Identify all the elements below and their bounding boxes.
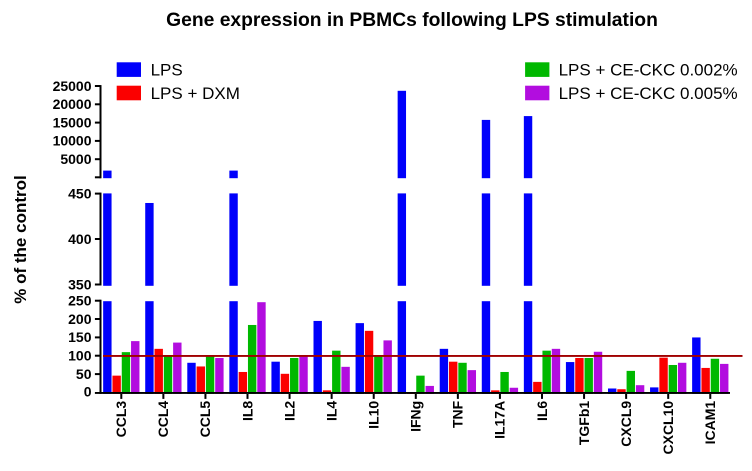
- svg-text:350: 350: [68, 276, 92, 292]
- svg-text:% of the control: % of the control: [11, 175, 30, 303]
- svg-text:25000: 25000: [53, 78, 92, 94]
- svg-text:TNF: TNF: [450, 400, 466, 428]
- svg-text:5000: 5000: [60, 151, 91, 167]
- svg-text:IFNg: IFNg: [408, 401, 424, 432]
- svg-text:CXCL10: CXCL10: [660, 401, 676, 455]
- svg-text:0: 0: [84, 384, 92, 400]
- svg-text:450: 450: [68, 185, 92, 201]
- svg-text:IL8: IL8: [239, 401, 255, 421]
- svg-text:LPS + CE-CKC 0.005%: LPS + CE-CKC 0.005%: [559, 84, 738, 103]
- svg-text:IL4: IL4: [323, 401, 339, 421]
- svg-text:LPS + CE-CKC 0.002%: LPS + CE-CKC 0.002%: [559, 61, 738, 80]
- svg-text:LPS: LPS: [151, 61, 183, 80]
- svg-text:15000: 15000: [53, 114, 92, 130]
- svg-text:LPS + DXM: LPS + DXM: [151, 84, 240, 103]
- svg-text:IL17A: IL17A: [492, 401, 508, 439]
- svg-text:400: 400: [68, 231, 92, 247]
- svg-text:TGFb1: TGFb1: [576, 401, 592, 446]
- svg-text:IL10: IL10: [366, 401, 382, 429]
- svg-text:100: 100: [68, 348, 92, 364]
- svg-text:Gene expression in PBMCs follo: Gene expression in PBMCs following LPS s…: [166, 10, 658, 31]
- svg-text:50: 50: [76, 366, 92, 382]
- svg-text:150: 150: [68, 329, 92, 345]
- svg-text:ICAM1: ICAM1: [702, 401, 718, 445]
- svg-text:CXCL9: CXCL9: [618, 401, 634, 447]
- svg-text:IL6: IL6: [534, 401, 550, 421]
- svg-text:250: 250: [68, 293, 92, 309]
- svg-text:IL2: IL2: [281, 401, 297, 421]
- svg-text:10000: 10000: [53, 133, 92, 149]
- svg-text:CCL3: CCL3: [113, 401, 129, 438]
- svg-text:20000: 20000: [53, 96, 92, 112]
- svg-text:200: 200: [68, 311, 92, 327]
- svg-text:CCL4: CCL4: [155, 401, 171, 438]
- svg-text:CCL5: CCL5: [197, 401, 213, 438]
